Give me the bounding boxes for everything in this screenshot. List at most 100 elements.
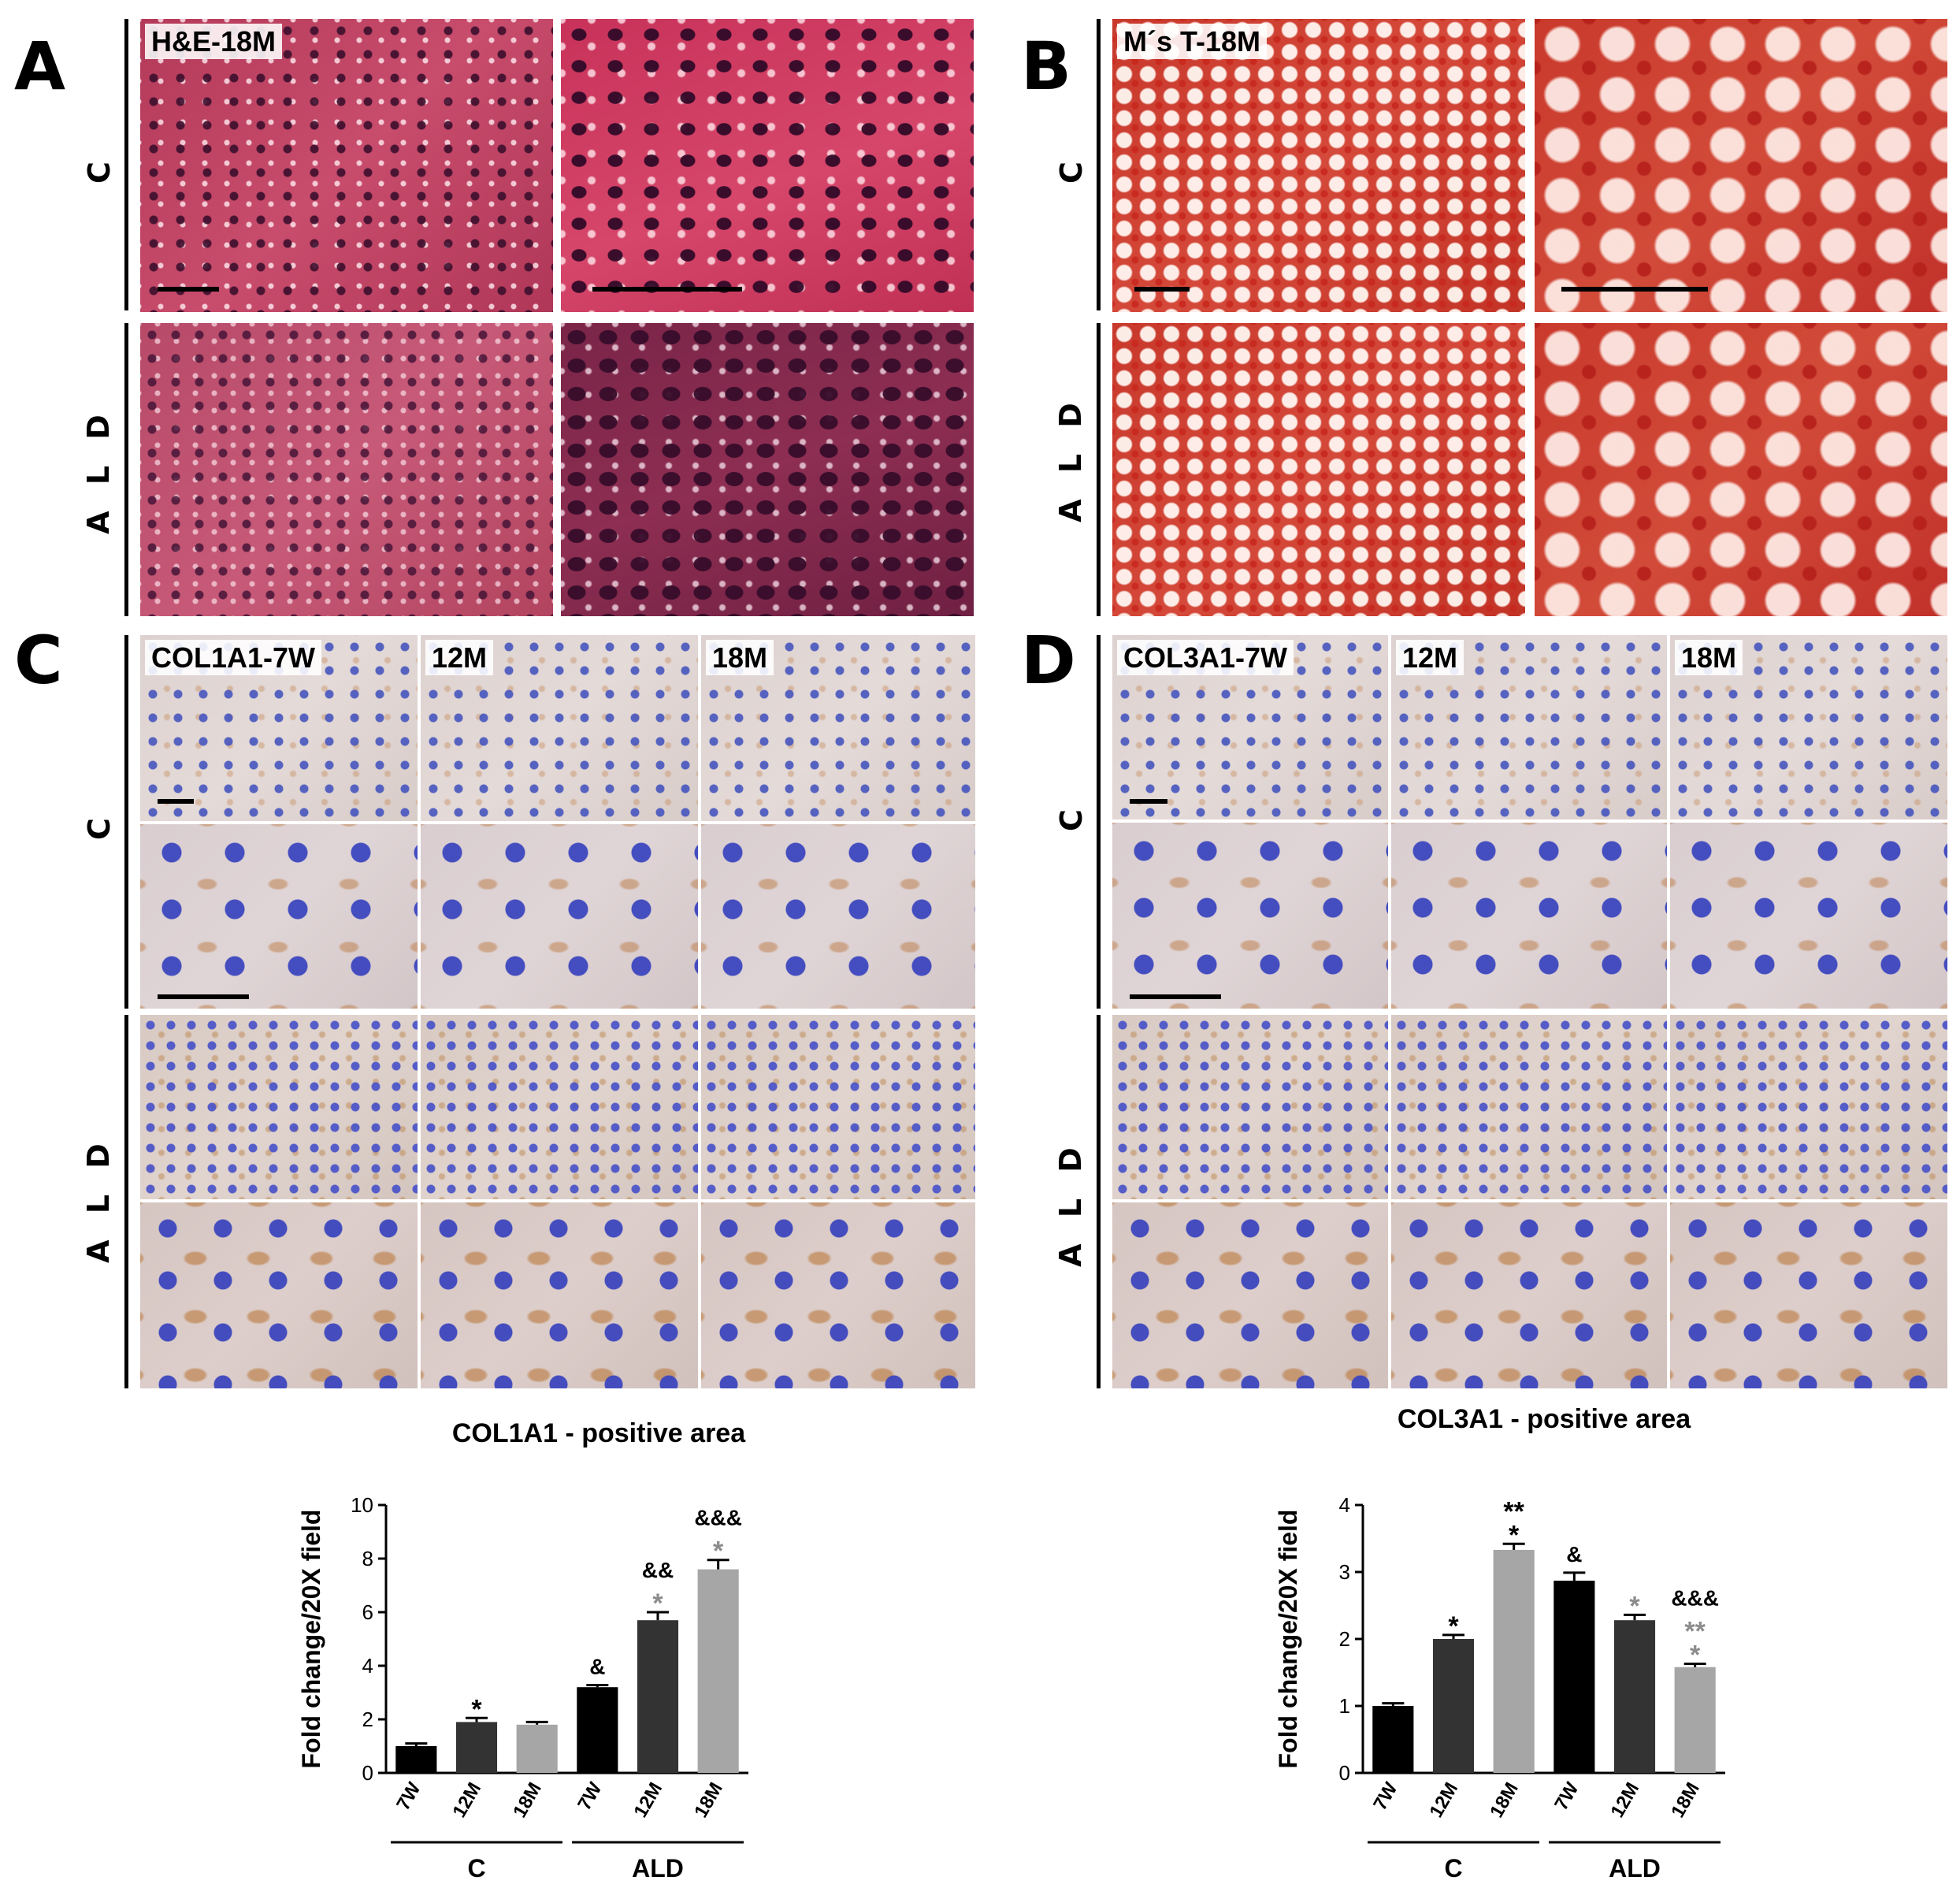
- panel-b-mt-control-highmag: [1535, 19, 1947, 312]
- significance-mark: *: [1629, 1591, 1640, 1621]
- bar-1: [455, 1722, 498, 1773]
- panel-c-row-ald-bar: [124, 1015, 128, 1388]
- panel-b-row-ald-bar: [1097, 323, 1101, 616]
- x-tick-label: 12M: [629, 1779, 666, 1822]
- panel-c-col1a1-ald-18m: [701, 1015, 975, 1199]
- bar-4: [637, 1620, 679, 1773]
- x-tick-label: 18M: [509, 1779, 546, 1822]
- panel-b-row-c-bar: [1097, 19, 1101, 310]
- significance-mark: *: [1448, 1611, 1459, 1641]
- y-tick-label: 0: [1339, 1761, 1350, 1785]
- bar-0: [1372, 1706, 1414, 1773]
- panel-d-col3a1-ald-12m: [1391, 1015, 1667, 1199]
- y-tick-label: 0: [362, 1761, 373, 1785]
- panel-c-col1a1-control-7w: COL1A1-7W: [140, 635, 418, 821]
- x-tick-label: 18M: [690, 1779, 727, 1822]
- panel-a-he-control-highmag: [561, 19, 974, 312]
- panel-d-col3a1-control-12m-zoom: [1391, 823, 1667, 1009]
- panel-b-letter: B: [1021, 28, 1072, 105]
- panel-d-col3a1-ald-18m-zoom: [1670, 1202, 1947, 1388]
- scale-bar: [1130, 799, 1167, 804]
- y-tick-label: 8: [362, 1547, 373, 1570]
- significance-mark: *: [471, 1694, 482, 1724]
- significance-mark: *: [1690, 1640, 1701, 1670]
- panel-d-col3a1-control-18m-zoom: [1670, 823, 1947, 1009]
- panel-d-row-ald-bar: [1097, 1015, 1101, 1388]
- panel-a-row-c-bar: [124, 19, 128, 310]
- x-tick-label: 18M: [1667, 1779, 1704, 1822]
- panel-c-col1a1-control-12m-zoom: [421, 824, 698, 1009]
- group-label: C: [467, 1854, 485, 1882]
- col1a1-bar-chart: Fold change/20X field 0 2 4 6 8 10 7W * 12M 18M & 7W…: [299, 1493, 748, 1882]
- panel-c-col1a1-ald-7w-zoom: [140, 1202, 418, 1388]
- panel-d-col3a1-ald-18m: [1670, 1015, 1947, 1199]
- panel-a-stain-tag: H&E-18M: [145, 24, 283, 60]
- panel-c-col1a1-ald-12m: [421, 1015, 698, 1199]
- panel-d-col3a1-ald-7w-zoom: [1112, 1202, 1388, 1388]
- bar-1: [1432, 1639, 1475, 1773]
- bar-3: [1554, 1581, 1595, 1773]
- panel-b-mt-control-lowmag: M´s T-18M: [1112, 19, 1525, 312]
- bar-2: [1493, 1549, 1535, 1773]
- panel-a-row-ald-bar: [124, 323, 128, 616]
- col3a1-bar-chart: Fold change/20X field012347W*12M***18M&7…: [1276, 1493, 1725, 1882]
- significance-mark: &&: [642, 1558, 674, 1582]
- panel-d-col3a1-control-7w: COL3A1-7W: [1112, 635, 1388, 819]
- scale-bar: [1561, 287, 1708, 292]
- panel-c-col1a1-ald-7w: [140, 1015, 418, 1199]
- panel-d-tag-18m: 18M: [1675, 640, 1743, 676]
- bar-5: [1674, 1667, 1716, 1773]
- y-tick-label: 2: [362, 1708, 373, 1731]
- panel-c-col1a1-ald-18m-zoom: [701, 1202, 975, 1388]
- y-axis-label: Fold change/20X field: [1276, 1510, 1302, 1769]
- x-tick-label: 18M: [1486, 1779, 1523, 1822]
- significance-mark: **: [1503, 1496, 1524, 1526]
- x-tick-label: 7W: [392, 1778, 425, 1814]
- scale-bar: [158, 994, 249, 999]
- bar-5: [697, 1569, 739, 1773]
- panel-d-tag-7w: COL3A1-7W: [1117, 640, 1294, 676]
- panel-d-tag-12m: 12M: [1396, 640, 1464, 676]
- group-label: ALD: [632, 1854, 684, 1882]
- panel-c-col1a1-control-12m: 12M: [421, 635, 698, 821]
- panel-d-letter: D: [1021, 622, 1076, 699]
- panel-c-row-label-ald: A L D: [81, 1135, 116, 1263]
- bar-3: [577, 1687, 618, 1773]
- panel-c-row-c-bar: [124, 635, 128, 1009]
- panel-b-row-label-c: C: [1054, 154, 1089, 184]
- panel-c-col1a1-control-7w-zoom: [140, 824, 418, 1009]
- panel-c-letter: C: [14, 622, 63, 699]
- significance-mark: **: [1684, 1616, 1706, 1646]
- y-tick-label: 4: [362, 1654, 373, 1678]
- panel-d-row-label-c: C: [1054, 801, 1089, 831]
- significance-mark: &&&: [694, 1506, 742, 1530]
- y-tick-label: 3: [1339, 1560, 1350, 1584]
- panel-b-mt-ald-lowmag: [1112, 323, 1525, 616]
- panel-a-he-ald-lowmag: [140, 323, 553, 616]
- x-tick-label: 7W: [1550, 1778, 1583, 1814]
- panel-a-row-label-c: C: [82, 154, 117, 184]
- bar-2: [516, 1724, 558, 1773]
- panel-c-tag-7w: COL1A1-7W: [145, 640, 322, 676]
- panel-b-row-label-ald: A L D: [1053, 395, 1088, 522]
- panel-b-stain-tag: M´s T-18M: [1117, 24, 1268, 60]
- panel-c-row-label-c: C: [82, 810, 117, 840]
- panel-d-col3a1-control-18m: 18M: [1670, 635, 1947, 819]
- x-tick-label: 7W: [574, 1778, 607, 1814]
- panel-a-letter: A: [14, 28, 66, 105]
- x-tick-label: 7W: [1369, 1778, 1402, 1814]
- x-tick-label: 12M: [1606, 1779, 1643, 1822]
- panel-d-col3a1-ald-7w: [1112, 1015, 1388, 1199]
- significance-mark: *: [652, 1589, 663, 1618]
- scale-bar: [158, 287, 219, 292]
- significance-mark: &&&: [1671, 1585, 1719, 1610]
- panel-d-col3a1-ald-12m-zoom: [1391, 1202, 1667, 1388]
- group-label: ALD: [1609, 1854, 1661, 1882]
- y-tick-label: 6: [362, 1600, 373, 1624]
- panel-c-tag-12m: 12M: [425, 640, 494, 676]
- panel-c-col1a1-control-18m-zoom: [701, 824, 975, 1009]
- panel-d-col3a1-control-7w-zoom: [1112, 823, 1388, 1009]
- significance-mark: &: [589, 1654, 605, 1678]
- panel-d-row-c-bar: [1097, 635, 1101, 1009]
